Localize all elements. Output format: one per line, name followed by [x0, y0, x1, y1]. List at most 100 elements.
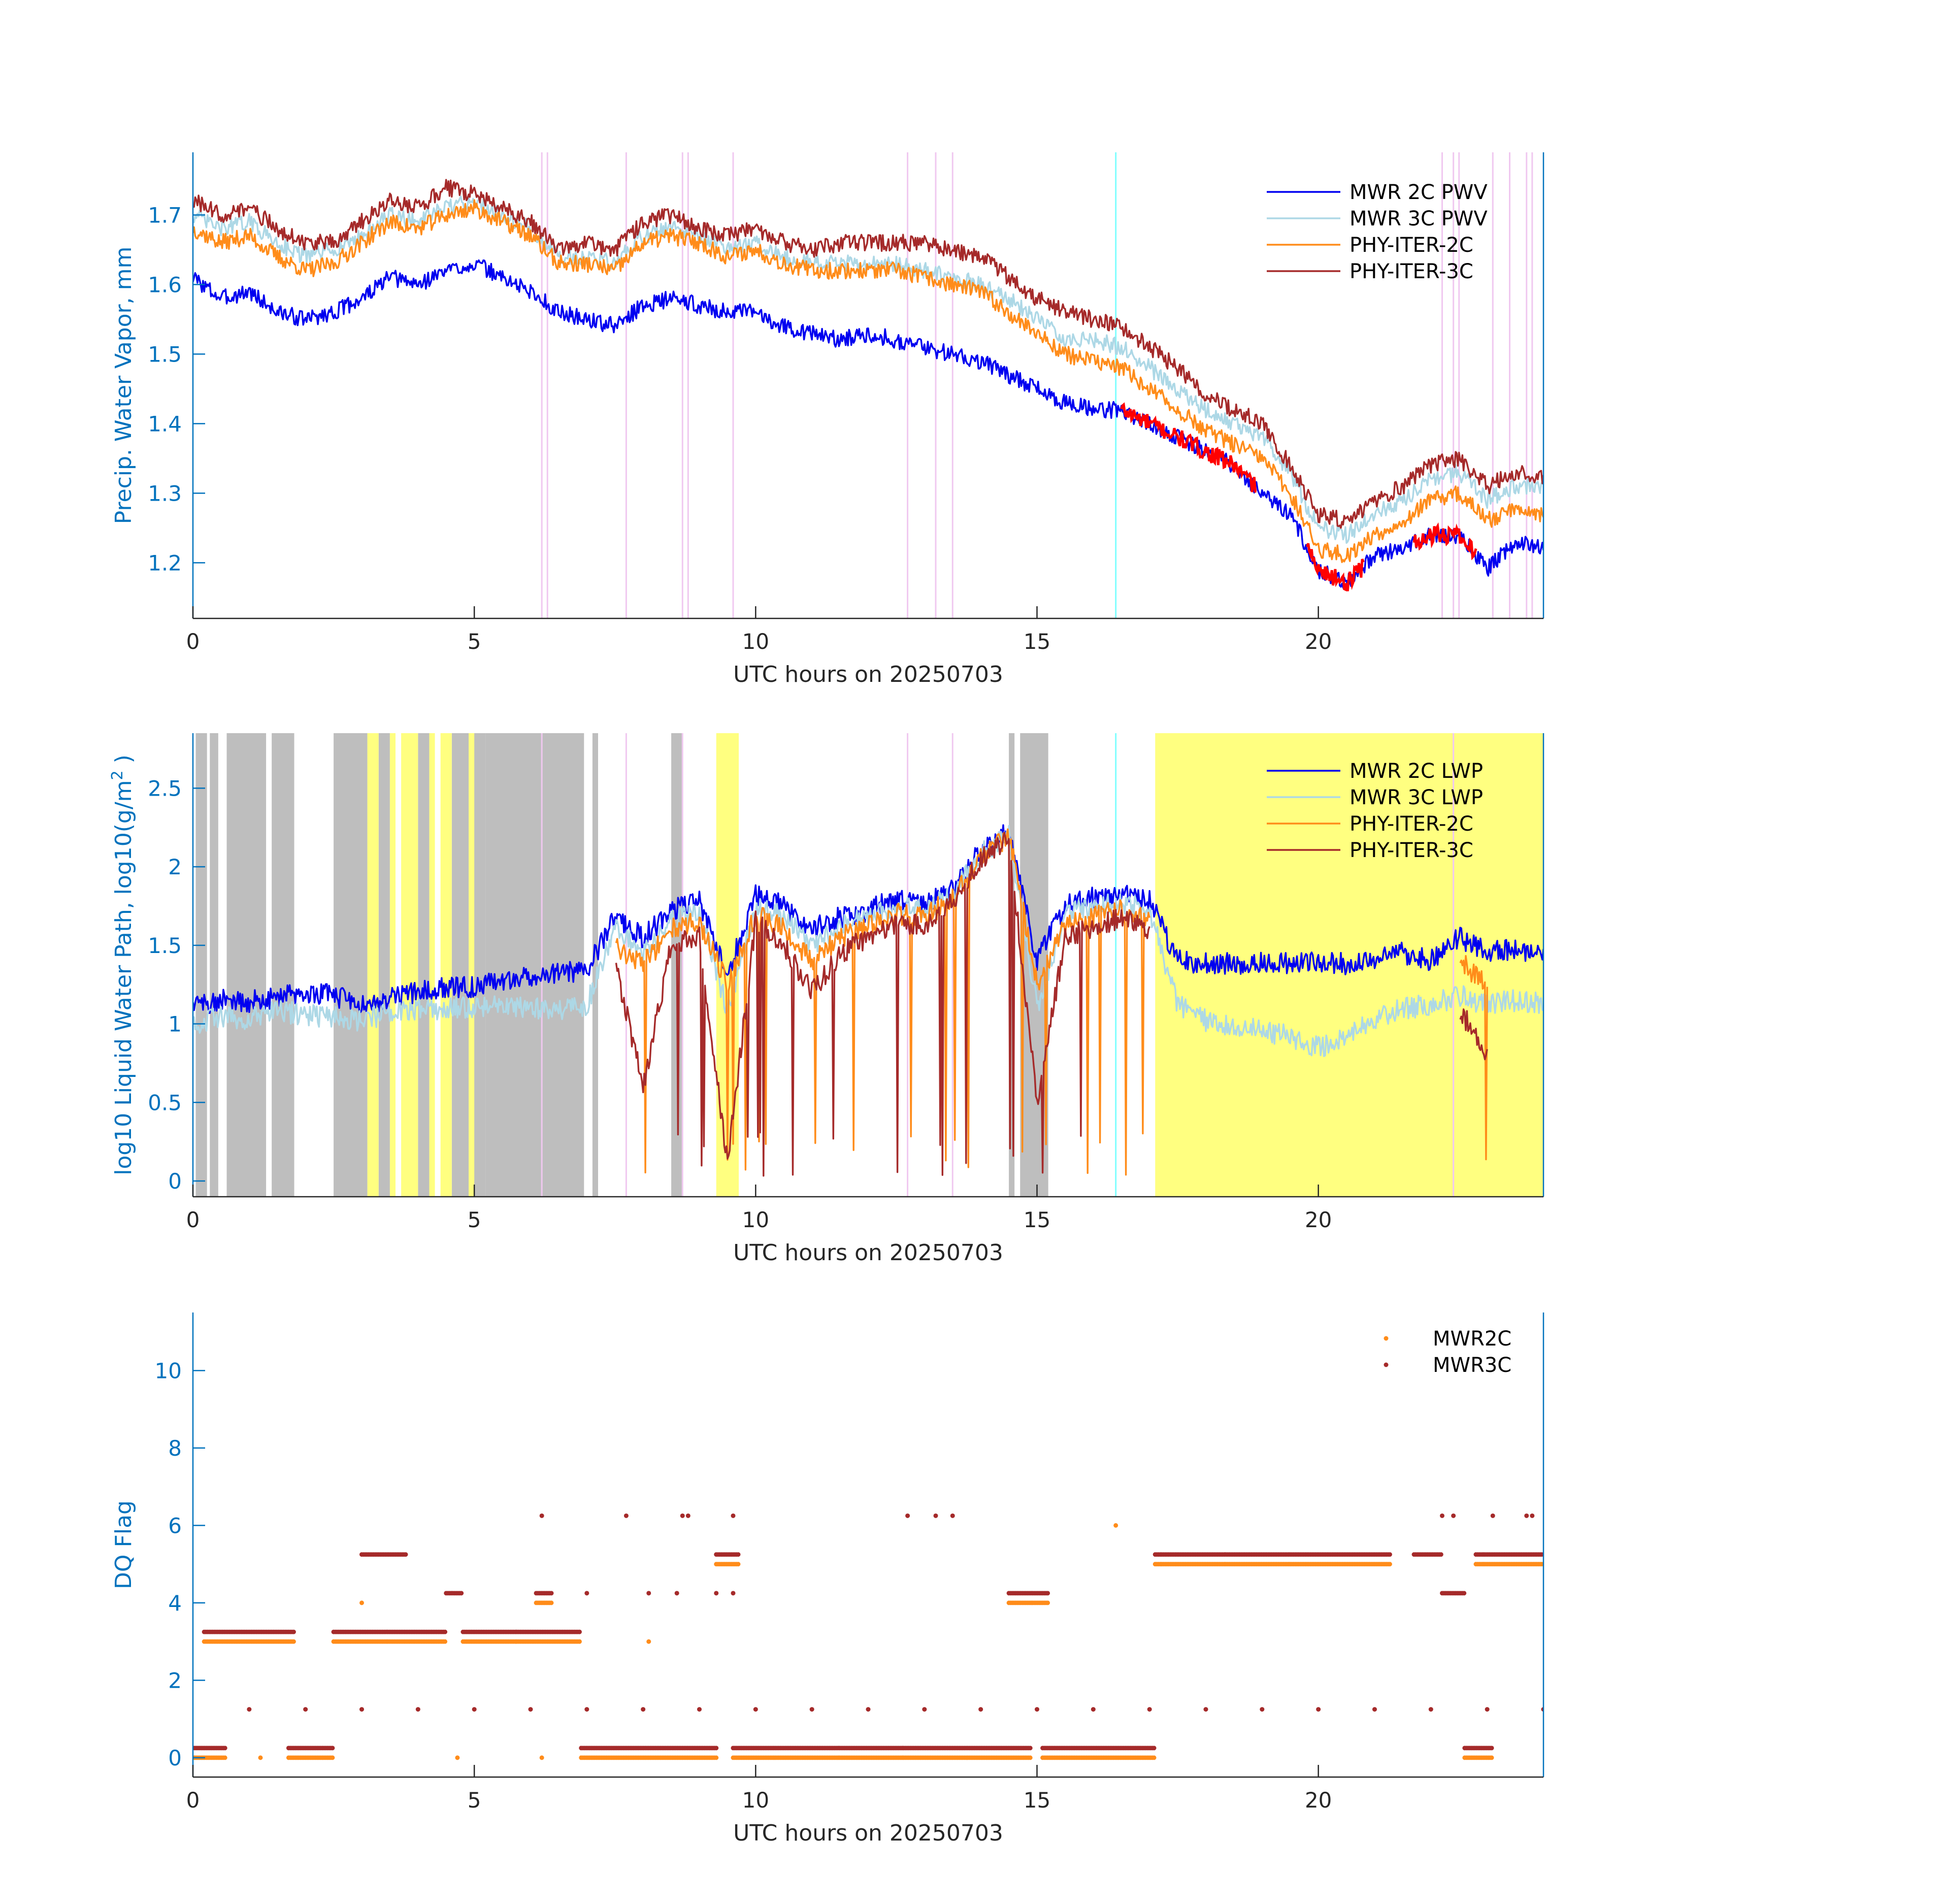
flag-point: [1539, 1562, 1543, 1567]
flag-point: [1028, 1746, 1033, 1751]
y-tick-label: 10: [155, 1358, 182, 1383]
flag-point: [1113, 1523, 1118, 1528]
flag-point: [1490, 1513, 1495, 1518]
flag-point: [1028, 1755, 1033, 1760]
flag-point: [247, 1707, 252, 1712]
flag-point: [584, 1707, 589, 1712]
x-axis-label: UTC hours on 20250703: [733, 662, 1003, 687]
flag-point: [866, 1707, 871, 1712]
x-tick-label: 10: [742, 1788, 769, 1813]
y-tick-label: 2: [168, 1668, 182, 1693]
flag-point: [1260, 1707, 1265, 1712]
flag-point: [455, 1755, 460, 1760]
y-tick-label: 0: [168, 1746, 182, 1770]
flag-point: [291, 1639, 296, 1644]
flag-point: [1428, 1707, 1433, 1712]
series-line: [193, 259, 1543, 589]
y-tick-label: 1.5: [148, 342, 182, 367]
gray-band: [592, 733, 598, 1197]
flag-point: [1091, 1707, 1096, 1712]
y-tick-label: 2.5: [148, 776, 182, 801]
flag-point: [1035, 1707, 1039, 1712]
flag-point: [1489, 1746, 1494, 1751]
y-tick-label: 1: [168, 1012, 182, 1037]
flag-point: [577, 1639, 582, 1644]
flag-point: [674, 1591, 679, 1596]
flag-point: [736, 1552, 741, 1557]
flag-point: [577, 1629, 582, 1634]
flag-point: [1530, 1513, 1535, 1518]
flag-point: [359, 1707, 364, 1712]
yellow-band: [389, 733, 396, 1197]
flag-point: [1387, 1552, 1392, 1557]
yellow-band: [429, 733, 435, 1197]
legend-label: PHY-ITER-2C: [1349, 234, 1473, 257]
legend-label: MWR3C: [1433, 1354, 1511, 1377]
flag-point: [646, 1639, 651, 1644]
flag-point: [714, 1746, 719, 1751]
gray-band: [210, 733, 218, 1197]
flag-point: [1372, 1707, 1377, 1712]
x-tick-label: 15: [1024, 629, 1050, 654]
y-tick-label: 0: [168, 1169, 182, 1194]
flag-point: [359, 1600, 364, 1605]
flag-point: [736, 1562, 741, 1567]
flag-point: [1489, 1755, 1494, 1760]
flag-point: [1045, 1591, 1050, 1596]
y-axis-label-exponent: 2: [109, 770, 126, 780]
flag-point: [714, 1591, 719, 1596]
flag-point: [443, 1639, 448, 1644]
flag-point: [1440, 1513, 1444, 1518]
flag-point: [1524, 1513, 1529, 1518]
gray-band: [418, 733, 430, 1197]
flag-point: [1451, 1513, 1456, 1518]
gray-band: [1020, 733, 1048, 1197]
flag-point: [685, 1513, 690, 1518]
flag-point: [950, 1513, 955, 1518]
yellow-band: [469, 733, 475, 1197]
flag-point: [809, 1707, 814, 1712]
flag-point: [697, 1707, 702, 1712]
flag-point: [291, 1629, 296, 1634]
flag-point: [330, 1755, 335, 1760]
x-tick-label: 0: [186, 1207, 200, 1232]
pwv-chart: 0 5 10 15 20 1.2 1.3 1.4 1.5 1.6 1.7 UTC hours on 2…: [111, 152, 1544, 687]
y-tick-label: 1.6: [148, 272, 182, 297]
flag-point: [1151, 1746, 1157, 1751]
x-tick-label: 10: [742, 629, 769, 654]
y-tick-label: 1.7: [148, 203, 182, 227]
series-line: [615, 828, 1488, 1176]
flag-point: [222, 1755, 227, 1760]
legend-label: MWR2C: [1433, 1327, 1511, 1351]
flag-point: [528, 1707, 533, 1712]
flag-point: [258, 1755, 263, 1760]
flag-point: [1485, 1707, 1490, 1712]
x-tick-label: 5: [468, 1788, 481, 1813]
flag-point: [978, 1707, 983, 1712]
gray-band: [272, 733, 294, 1197]
flag-point: [1438, 1552, 1443, 1557]
flag-point: [933, 1513, 938, 1518]
flag-point: [623, 1513, 629, 1518]
legend: MWR2C MWR3C: [1384, 1327, 1511, 1377]
x-tick-label: 0: [186, 1788, 200, 1813]
series-line: [615, 832, 1488, 1177]
flag-point: [680, 1513, 685, 1518]
flag-point: [403, 1552, 408, 1557]
flag-point: [1147, 1707, 1152, 1712]
x-axis-label: UTC hours on 20250703: [733, 1240, 1003, 1266]
plot-area: [193, 733, 1543, 1197]
yellow-band: [401, 733, 418, 1197]
legend-label: MWR 3C LWP: [1349, 786, 1483, 809]
yellow-band: [440, 733, 452, 1197]
flag-point: [443, 1629, 448, 1634]
legend-label: MWR 3C PWV: [1349, 207, 1488, 231]
y-tick-label: 2: [168, 855, 182, 879]
flag-point: [1045, 1600, 1050, 1605]
y-tick-label: 8: [168, 1436, 182, 1461]
flag-point: [1462, 1591, 1467, 1596]
legend-label: PHY-ITER-3C: [1349, 260, 1473, 283]
y-tick-label: 4: [168, 1591, 182, 1616]
gray-band: [378, 733, 390, 1197]
